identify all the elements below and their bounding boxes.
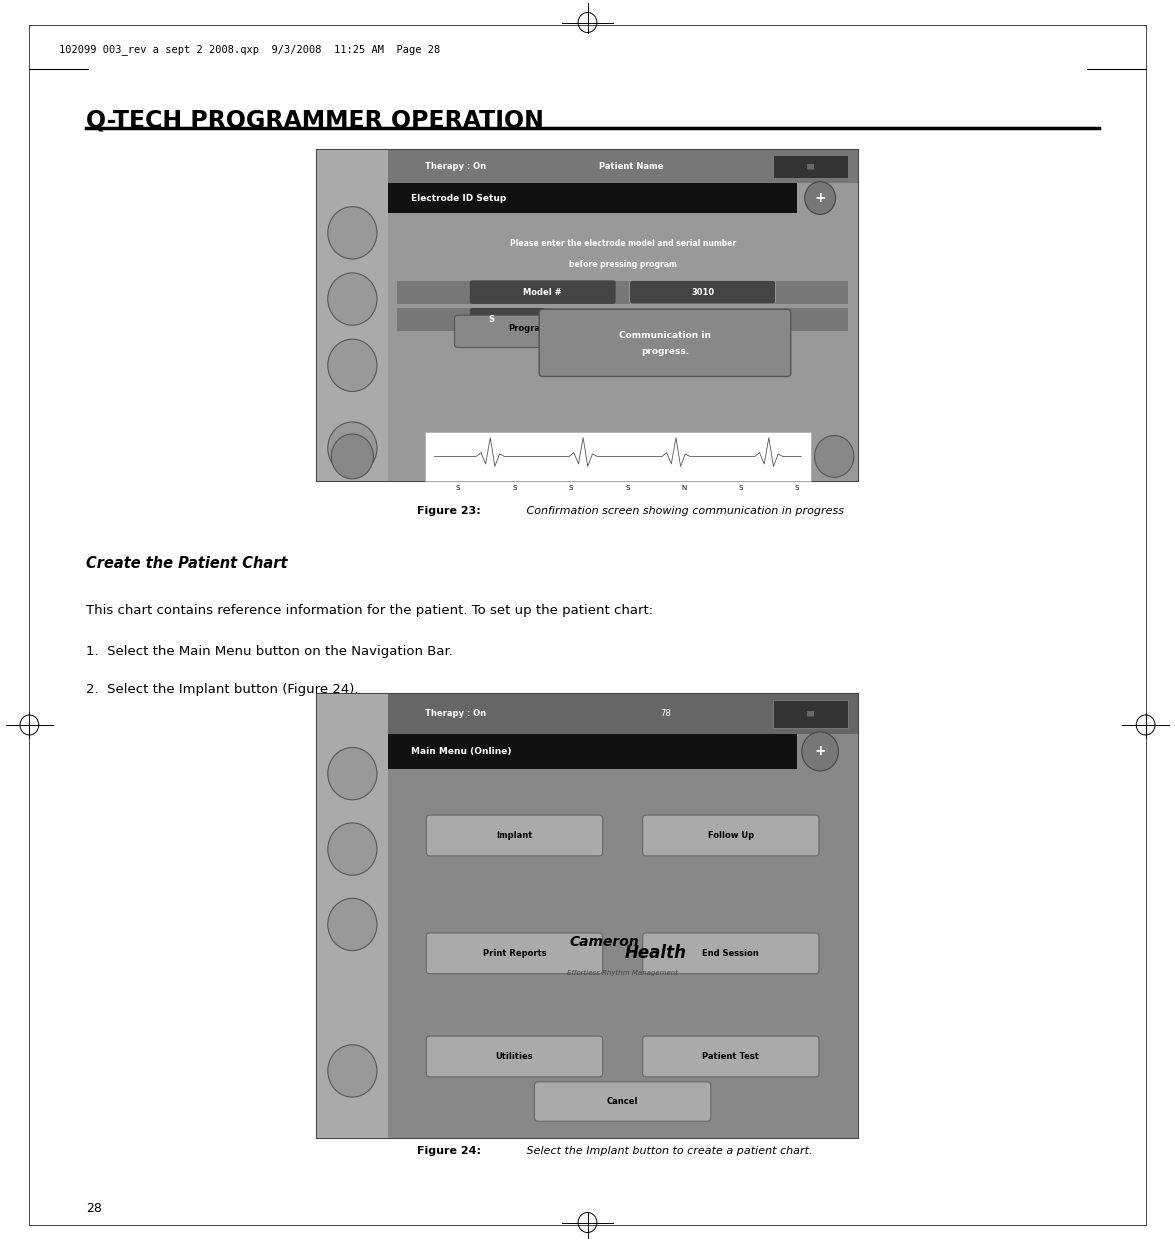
Text: +: + [814,745,826,759]
Text: S: S [456,485,461,490]
Text: 2.  Select the Implant button (Figure 24).: 2. Select the Implant button (Figure 24)… [86,682,358,695]
Text: Cameron: Cameron [569,935,639,949]
Text: Figure 24:: Figure 24: [417,1146,481,1156]
Circle shape [328,339,377,391]
Circle shape [328,822,377,875]
Text: Please enter the electrode model and serial number: Please enter the electrode model and ser… [510,240,736,249]
Text: Follow Up: Follow Up [707,831,754,840]
Text: Communication in: Communication in [619,331,711,340]
FancyBboxPatch shape [643,932,819,974]
Text: This chart contains reference information for the patient. To set up the patient: This chart contains reference informatio… [86,604,653,616]
Circle shape [328,899,377,951]
Bar [397,280,848,304]
FancyBboxPatch shape [470,308,545,331]
Text: 1.  Select the Main Menu button on the Navigation Bar.: 1. Select the Main Menu button on the Na… [86,645,452,658]
FancyBboxPatch shape [427,815,603,856]
Text: Cancel: Cancel [692,324,723,334]
Text: Main Menu (Online): Main Menu (Online) [411,748,511,756]
Text: Electrode ID Setup: Electrode ID Setup [411,194,506,202]
FancyBboxPatch shape [643,815,819,856]
Bar [388,150,858,182]
Text: Print Reports: Print Reports [483,949,546,958]
FancyBboxPatch shape [317,694,858,1138]
Text: 28: 28 [86,1202,102,1215]
Bar [317,694,388,1138]
Text: Therapy : On: Therapy : On [425,162,486,171]
FancyBboxPatch shape [630,280,776,304]
Circle shape [328,272,377,325]
Bar [773,155,848,179]
Text: End Session: End Session [703,949,759,958]
Circle shape [801,732,839,771]
Text: ||||: |||| [807,164,814,169]
Circle shape [814,435,854,478]
FancyBboxPatch shape [535,1081,711,1121]
Text: Select the Implant button to create a patient chart.: Select the Implant button to create a pa… [523,1146,812,1156]
FancyBboxPatch shape [643,1036,819,1076]
Text: 78: 78 [660,709,671,719]
Circle shape [331,434,374,479]
Circle shape [805,181,835,215]
Text: Q-TECH PROGRAMMER OPERATION: Q-TECH PROGRAMMER OPERATION [86,109,544,132]
Text: Cancel: Cancel [606,1098,638,1106]
Circle shape [328,422,377,474]
Circle shape [328,748,377,800]
Text: 3010: 3010 [691,288,714,296]
Text: before pressing program: before pressing program [569,260,677,269]
Circle shape [328,206,377,259]
Text: Effortless Rhythm Management: Effortless Rhythm Management [568,970,678,976]
Text: S: S [512,485,517,490]
Text: S: S [569,485,573,490]
FancyBboxPatch shape [470,280,616,304]
Bar [388,734,797,769]
Text: Implant: Implant [496,831,532,840]
Text: Create the Patient Chart: Create the Patient Chart [86,556,287,571]
Bar [388,694,858,734]
FancyBboxPatch shape [539,309,791,376]
Text: S: S [794,485,799,490]
FancyBboxPatch shape [427,932,603,974]
FancyBboxPatch shape [317,150,858,481]
Text: +: + [814,191,826,205]
Bar [773,700,848,728]
Text: Program: Program [509,324,549,334]
Text: 102099 003_rev a sept 2 2008.qxp  9/3/2008  11:25 AM  Page 28: 102099 003_rev a sept 2 2008.qxp 9/3/200… [59,44,439,55]
Text: Health: Health [625,944,686,962]
Bar [388,150,858,481]
Circle shape [328,1045,377,1098]
Bar [388,182,797,213]
Bar [388,694,858,1138]
Bar [317,150,388,481]
Text: Patient Name: Patient Name [599,162,664,171]
Text: Utilities: Utilities [496,1052,533,1061]
Bar [425,431,811,481]
Text: S: S [488,315,494,324]
Text: Figure 23:: Figure 23: [417,506,481,516]
Text: Confirmation screen showing communication in progress: Confirmation screen showing communicatio… [523,506,844,516]
Text: Model #: Model # [523,288,562,296]
Text: N: N [682,485,686,490]
Text: ||||: |||| [807,711,814,716]
Text: S: S [625,485,630,490]
Text: progress.: progress. [640,348,689,356]
Text: S: S [738,485,743,490]
Bar [397,309,848,331]
FancyBboxPatch shape [633,315,781,348]
Text: Therapy : On: Therapy : On [425,709,486,719]
Text: Patient Test: Patient Test [703,1052,759,1061]
FancyBboxPatch shape [427,1036,603,1076]
FancyBboxPatch shape [455,315,603,348]
